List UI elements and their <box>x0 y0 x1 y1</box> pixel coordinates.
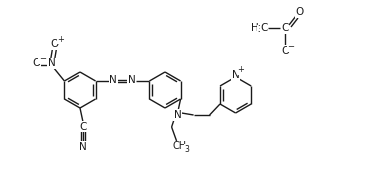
Text: O: O <box>296 7 304 17</box>
Text: +: + <box>57 35 64 44</box>
Text: 3: 3 <box>257 25 262 35</box>
Text: N: N <box>47 59 55 68</box>
Text: C: C <box>281 23 289 33</box>
Text: O: O <box>32 59 40 68</box>
Text: −: − <box>39 55 46 64</box>
Text: H: H <box>251 23 259 33</box>
Text: N: N <box>79 142 87 152</box>
Text: +: + <box>237 66 244 74</box>
Text: CH: CH <box>173 141 187 151</box>
Text: N: N <box>174 110 181 120</box>
Text: C: C <box>260 23 268 33</box>
Text: N: N <box>232 70 239 80</box>
Text: N: N <box>109 75 117 85</box>
Text: N: N <box>128 75 135 85</box>
Text: O: O <box>281 46 289 56</box>
Text: −: − <box>288 42 295 51</box>
Text: C: C <box>79 122 87 132</box>
Text: 3: 3 <box>184 145 189 154</box>
Text: O: O <box>50 39 59 49</box>
